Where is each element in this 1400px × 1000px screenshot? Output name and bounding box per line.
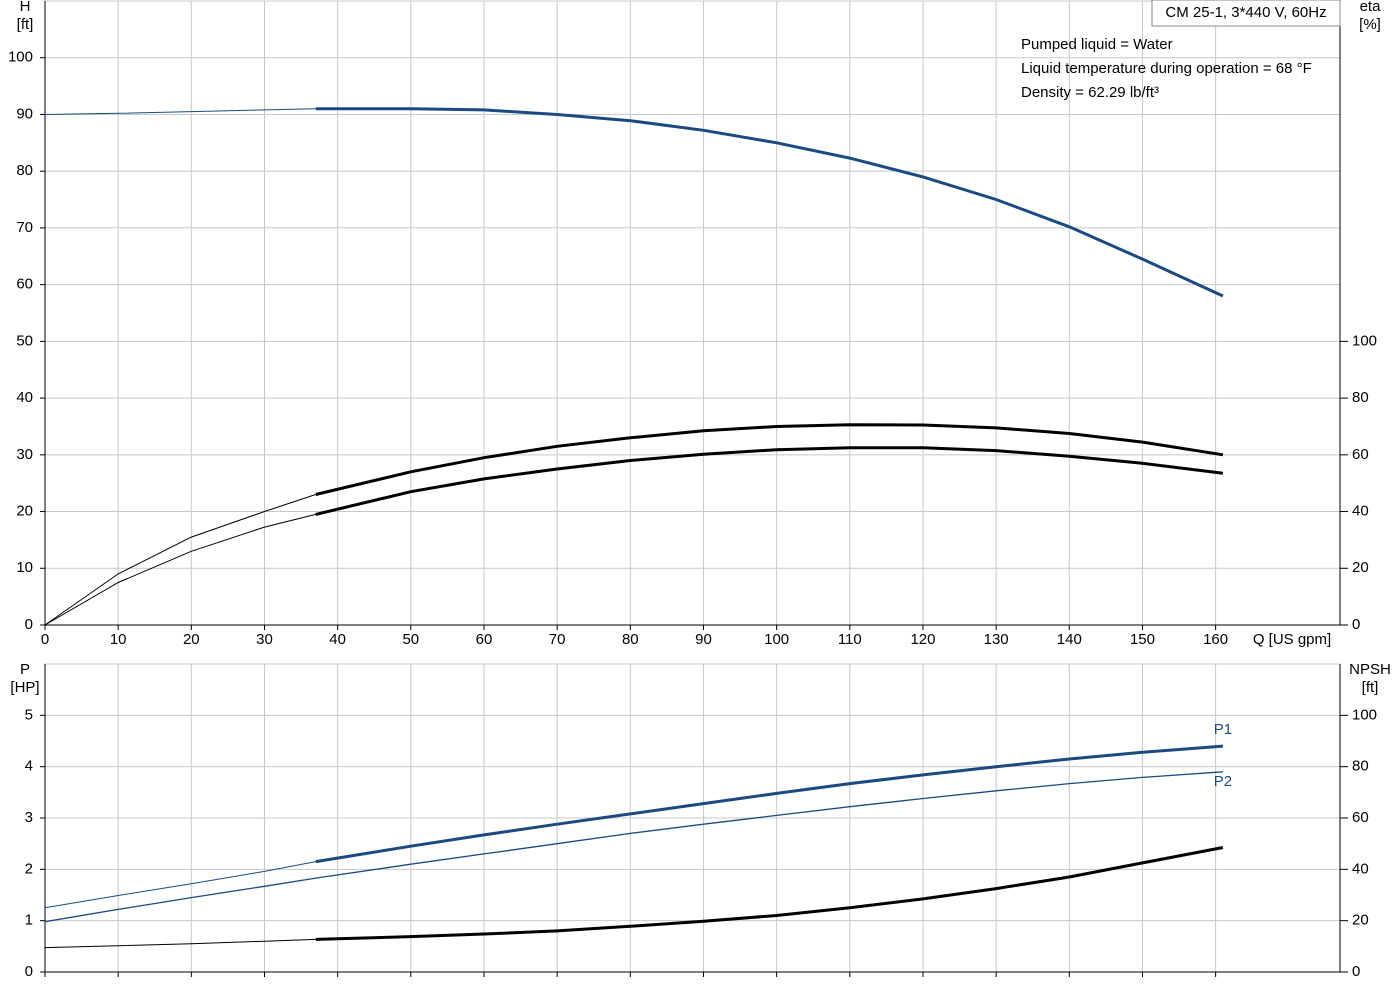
y-tick-label: 3 <box>25 809 33 826</box>
x-tick-label: 60 <box>476 631 493 648</box>
y-tick-label: 0 <box>25 616 33 633</box>
curve-label: P2 <box>1214 773 1232 790</box>
x-tick-label: 150 <box>1130 631 1155 648</box>
x-tick-label: 110 <box>838 631 862 648</box>
y2-axis-label: [%] <box>1359 16 1381 33</box>
y-tick-label: 2 <box>25 860 33 877</box>
y2-tick-label: 60 <box>1352 446 1369 463</box>
x-tick-label: 140 <box>1057 631 1082 648</box>
y2-tick-label: 40 <box>1352 860 1369 877</box>
chart-title: CM 25-1, 3*440 V, 60Hz <box>1165 4 1326 21</box>
curve <box>315 446 1224 516</box>
y-tick-label: 100 <box>8 49 33 66</box>
y2-axis-label: eta <box>1360 0 1382 15</box>
curve <box>44 494 316 626</box>
x-tick-label: 130 <box>984 631 1009 648</box>
curve <box>315 423 1224 496</box>
y2-tick-label: 100 <box>1352 706 1377 723</box>
x-tick-label: 20 <box>183 631 200 648</box>
title-box <box>1151 0 1341 27</box>
x-tick-label: 80 <box>622 631 639 648</box>
y2-tick-label: 80 <box>1352 758 1369 775</box>
x-tick-label: 0 <box>41 631 49 648</box>
y-tick-label: 0 <box>25 963 33 980</box>
x-tick-label: 100 <box>764 631 789 648</box>
y-tick-label: 20 <box>16 503 33 520</box>
annotation: Liquid temperature during operation = 68… <box>1021 60 1312 77</box>
y-axis-label: P <box>20 661 30 678</box>
x-tick-label: 10 <box>110 631 127 648</box>
annotation: Pumped liquid = Water <box>1021 36 1173 53</box>
y2-tick-label: 80 <box>1352 389 1369 406</box>
x-tick-label: 70 <box>549 631 566 648</box>
curve <box>315 846 1224 941</box>
y-axis-label: H <box>20 0 31 15</box>
x-axis-label: Q [US gpm] <box>1253 631 1331 648</box>
y-axis-label: [HP] <box>10 679 39 696</box>
curve <box>315 744 1224 864</box>
y2-tick-label: 100 <box>1352 332 1377 349</box>
y-tick-label: 5 <box>25 706 33 723</box>
y2-tick-label: 60 <box>1352 809 1369 826</box>
curve-label: P1 <box>1214 721 1232 738</box>
y-tick-label: 10 <box>16 559 33 576</box>
y-tick-label: 40 <box>16 389 33 406</box>
y2-axis-label: NPSH <box>1349 661 1391 678</box>
annotation: Density = 62.29 lb/ft³ <box>1021 84 1159 101</box>
y-tick-label: 70 <box>16 219 33 236</box>
curve <box>44 861 316 909</box>
y2-tick-label: 20 <box>1352 912 1369 929</box>
y2-tick-label: 20 <box>1352 559 1369 576</box>
y2-tick-label: 40 <box>1352 503 1369 520</box>
x-tick-label: 40 <box>329 631 346 648</box>
y-tick-label: 4 <box>25 758 33 775</box>
curve <box>44 938 316 949</box>
y2-tick-label: 0 <box>1352 963 1360 980</box>
x-tick-label: 160 <box>1203 631 1228 648</box>
curve <box>44 513 316 626</box>
curve <box>315 107 1224 298</box>
y-tick-label: 60 <box>16 276 33 293</box>
curve <box>44 771 1223 923</box>
y-tick-label: 80 <box>16 162 33 179</box>
y-axis-label: [ft] <box>17 16 34 33</box>
y-tick-label: 50 <box>16 332 33 349</box>
x-tick-label: 30 <box>256 631 273 648</box>
y2-tick-label: 0 <box>1352 616 1360 633</box>
y-tick-label: 1 <box>25 912 33 929</box>
x-tick-label: 50 <box>402 631 419 648</box>
curve <box>44 108 316 115</box>
y-tick-label: 90 <box>16 105 33 122</box>
x-tick-label: 90 <box>695 631 712 648</box>
y-tick-label: 30 <box>16 446 33 463</box>
x-tick-label: 120 <box>910 631 935 648</box>
y2-axis-label: [ft] <box>1362 679 1379 696</box>
